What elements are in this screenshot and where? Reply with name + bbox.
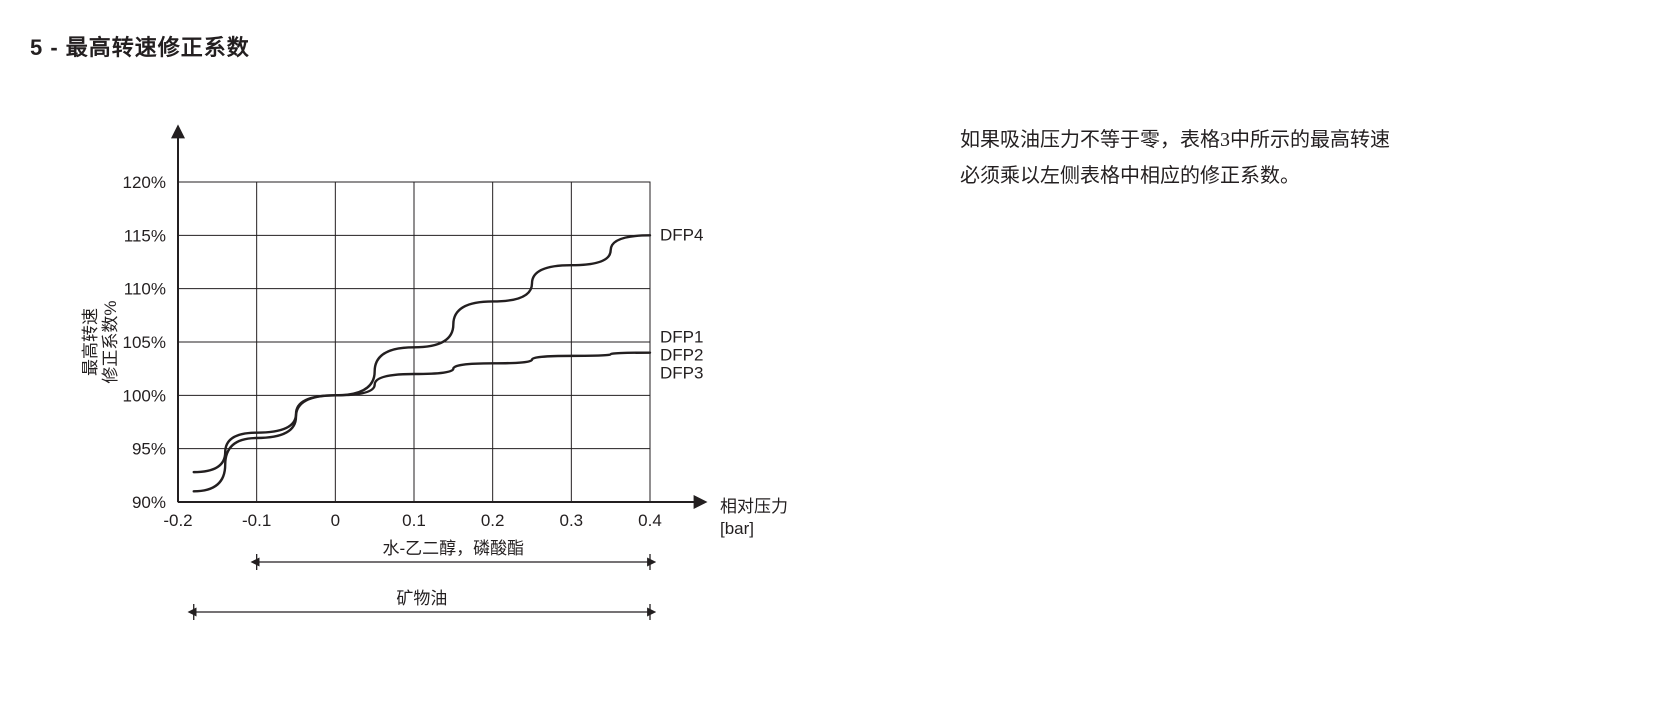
svg-text:120%: 120%: [123, 173, 166, 192]
svg-text:[bar]: [bar]: [720, 519, 754, 538]
content-row: 90% 95% 100% 105% 110% 115% 120% -0.2 -0.1 0 0.1 0.…: [20, 122, 1661, 687]
svg-text:90%: 90%: [132, 493, 166, 512]
svg-text:100%: 100%: [123, 386, 166, 405]
speed-correction-chart: 90% 95% 100% 105% 110% 115% 120% -0.2 -0.1 0 0.1 0.…: [60, 122, 820, 682]
svg-text:矿物油: 矿物油: [396, 589, 447, 608]
svg-text:115%: 115%: [124, 226, 166, 245]
svg-text:DFP1: DFP1: [660, 328, 703, 347]
svg-text:0.3: 0.3: [560, 511, 584, 530]
svg-text:DFP4: DFP4: [660, 225, 703, 244]
page-root: 5 - 最高转速修正系数 90% 95% 100% 105% 110% 115% 120% -…: [0, 0, 1661, 714]
svg-text:95%: 95%: [132, 440, 166, 459]
svg-text:105%: 105%: [123, 333, 166, 352]
svg-text:DFP2: DFP2: [660, 346, 703, 365]
section-title: 5 - 最高转速修正系数: [30, 30, 1661, 62]
chart-container: 90% 95% 100% 105% 110% 115% 120% -0.2 -0.1 0 0.1 0.…: [60, 122, 840, 687]
description-block: 如果吸油压力不等于零，表格3中所示的最高转速 必须乘以左侧表格中相应的修正系数。: [960, 122, 1390, 194]
svg-text:最高转速修正系数%: 最高转速修正系数%: [81, 300, 120, 383]
svg-text:0.4: 0.4: [638, 511, 662, 530]
svg-text:0.1: 0.1: [402, 511, 426, 530]
svg-text:0: 0: [331, 511, 340, 530]
svg-text:0.2: 0.2: [481, 511, 505, 530]
svg-text:110%: 110%: [124, 280, 166, 299]
svg-text:-0.2: -0.2: [163, 511, 192, 530]
svg-text:-0.1: -0.1: [242, 511, 271, 530]
description-line: 如果吸油压力不等于零，表格3中所示的最高转速: [960, 122, 1390, 158]
svg-text:相对压力: 相对压力: [720, 497, 788, 516]
svg-text:水-乙二醇，磷酸酯: 水-乙二醇，磷酸酯: [382, 539, 524, 558]
description-line: 必须乘以左侧表格中相应的修正系数。: [960, 158, 1390, 194]
svg-text:DFP3: DFP3: [660, 364, 703, 383]
